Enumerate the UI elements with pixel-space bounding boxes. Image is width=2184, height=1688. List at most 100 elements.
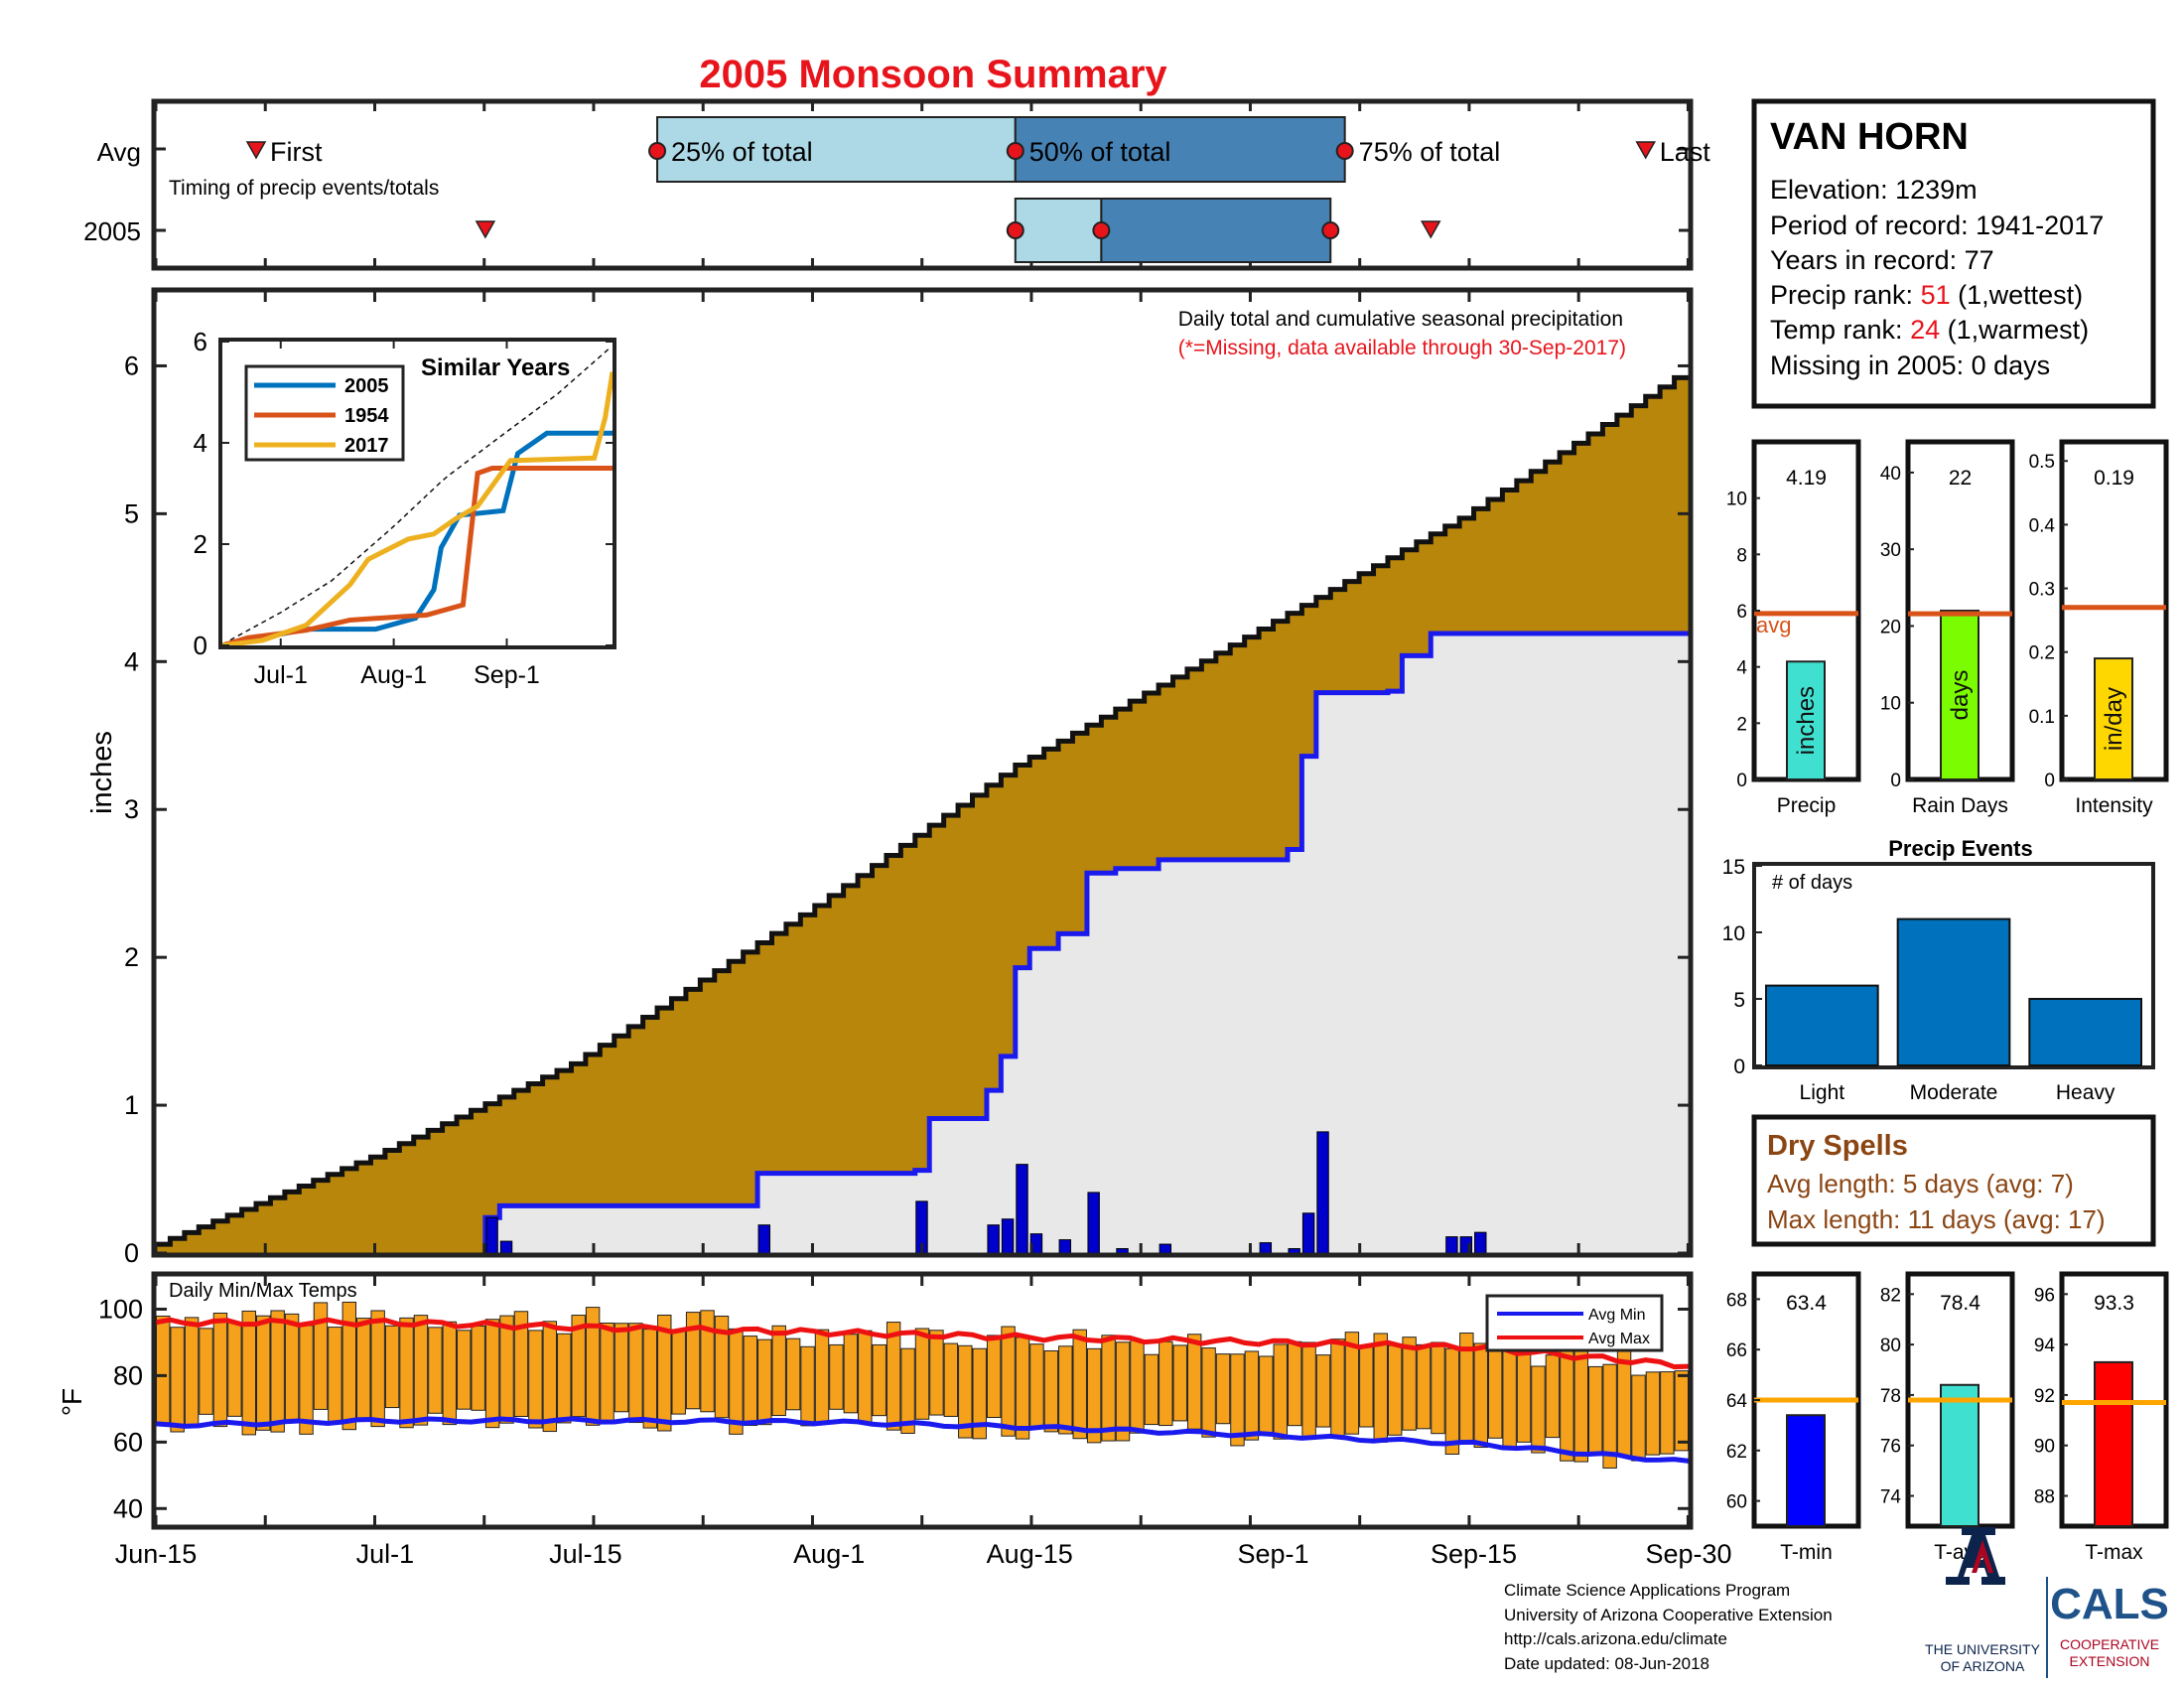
main-y-tick-label: 5 [124,498,139,528]
daily-temp-bar [1058,1345,1073,1435]
summary-y-tick-label: 0 [1736,771,1747,791]
daily-temp-bar [1560,1349,1574,1462]
inset-y-tick-label: 4 [194,428,207,458]
summary-label-rain_days: Rain Days [1912,794,2008,817]
events-y-tick-label: 0 [1733,1055,1745,1078]
inset-line-1954 [221,466,613,648]
temp-summary-y-tick-label: 64 [1726,1391,1748,1412]
summary-value-intensity: 0.19 [2094,467,2134,490]
summary-y-tick-label: 0 [2044,771,2055,791]
daily-temp-bar [1573,1350,1588,1463]
timing-year-q2-box [1100,198,1332,263]
timing-last-label: Last [1660,137,1711,167]
summary-y-tick-label: 0.4 [2029,515,2056,536]
daily-temp-bar [1344,1332,1360,1435]
inset-title: Similar Years [421,354,570,381]
daily-temp-bar [442,1321,458,1426]
daily-temp-bar [413,1315,429,1426]
summary-unit-precip: inches [1793,686,1820,755]
temp-summary-bar-tavg [1940,1383,1979,1528]
daily-temp-bar [800,1345,815,1427]
temp-summary-value-tavg: 78.4 [1940,1292,1980,1315]
ua-logo: THE UNIVERSITY OF ARIZONA [1925,1527,2048,1678]
daily-temp-bar [328,1327,342,1424]
daily-temp-bar [1473,1342,1488,1449]
daily-precip-bar [1016,1164,1028,1254]
daily-temp-bar [986,1335,1002,1419]
temp-summary-y-tick-label: 88 [2034,1487,2055,1508]
timing-year-pct-marker [1321,221,1340,239]
daily-temp-bar [1387,1344,1403,1436]
daily-temp-bar [370,1310,385,1428]
cals-wordmark: CALS [2050,1580,2169,1628]
daily-temp-bar [1373,1333,1388,1443]
daily-temp-bar [1359,1345,1374,1428]
summary-value-precip: 4.19 [1786,467,1827,490]
daily-temp-bar [600,1322,614,1422]
summary-label-intensity: Intensity [2075,794,2153,817]
station-period: Period of record: 1941-2017 [1770,211,2104,240]
inset-legend-label-1954: 1954 [344,405,389,427]
daily-temp-bar [528,1330,543,1429]
inset-y-tick-label: 0 [194,631,207,660]
daily-temp-bar [1402,1336,1417,1431]
footer: Climate Science Applications Program Uni… [1504,1527,2169,1678]
daily-temp-bar [1172,1344,1187,1422]
daily-temp-bar [743,1336,758,1427]
daily-temp-bar [341,1301,357,1431]
ua-name-line-2: OF ARIZONA [1941,1658,2025,1674]
summary-y-tick-label: 30 [1880,540,1901,561]
summary-bar-intensity [2094,657,2133,781]
events-plot-area: Light Moderate Heavy 0 5 10 15 [1722,856,2143,1104]
daily-temp-bar [843,1334,859,1414]
dry-spells-max: Max length: 11 days (avg: 17) [1767,1204,2106,1234]
main-y-tick-label: 2 [124,942,139,972]
daily-temp-bar [1015,1336,1030,1440]
inset-line-2005 [221,430,613,648]
x-tick-label: Sep-15 [1431,1539,1517,1569]
daily-temp-bar [1315,1354,1331,1428]
main-y-tick-label: 0 [124,1238,139,1268]
precip-events-chart: Precip Events Light Moderate Heavy 0 5 10 15 #… [1722,836,2155,1104]
daily-temp-bar [714,1316,730,1419]
daily-temp-bar [1072,1329,1087,1440]
daily-temp-bar [972,1347,987,1440]
main-precip-chart: 0 1 2 3 4 5 6 inches Daily total and cumulativ… [86,287,1694,1268]
timing-row-label-avg: Avg [97,137,141,167]
cals-line-1: COOPERATIVE [2060,1636,2159,1652]
timing-first-label: First [270,137,323,167]
inset-axes: 0 2 4 6 Jul-1 Aug-1 Sep-1 [194,327,614,689]
temp-rank-value: 24 [1910,315,1940,345]
x-tick-label: Sep-1 [1238,1539,1309,1569]
daily-temp-bar [256,1315,271,1431]
temp-rank-label: Temp rank: [1770,315,1910,345]
cals-logo: CALS COOPERATIVE EXTENSION [2050,1580,2169,1669]
year-cumulative-line [482,631,1689,1253]
summary-y-tick-label: 40 [1880,464,1901,485]
events-y-tick-label: 15 [1722,856,1745,879]
x-tick-label: Aug-1 [793,1539,865,1569]
summary-y-tick-label: 10 [1880,694,1901,715]
daily-temp-bar [585,1307,601,1426]
temp-summary-y-tick-label: 92 [2034,1386,2055,1407]
daily-temp-bar [771,1325,786,1417]
dry-spells-frame [1751,1114,2156,1247]
daily-temp-bar [1330,1338,1345,1439]
daily-precip-bar [1116,1248,1129,1254]
timing-year-pct-marker [1006,221,1024,239]
temp-summary-y-tick-label: 94 [2034,1336,2056,1356]
daily-temp-bar [958,1344,973,1439]
summary-y-tick-label: 0.5 [2029,452,2055,473]
temp-summary-y-tick-label: 66 [1726,1340,1747,1361]
summary-y-tick-label: 2 [1736,714,1747,735]
daily-temp-bar [886,1322,901,1431]
daily-temp-bar [1602,1363,1617,1469]
inset-legend-label-2017: 2017 [344,435,389,457]
temp-summary-y-tick-label: 76 [1880,1437,1901,1458]
temperature-chart: 40 60 80 100 Daily Min/Max Temps °F Avg Min… [57,1271,1694,1530]
inset-plot-area [221,348,615,648]
daily-temp-bar [1487,1340,1503,1439]
daily-temp-bar [671,1329,686,1415]
daily-temp-bar [471,1325,485,1411]
